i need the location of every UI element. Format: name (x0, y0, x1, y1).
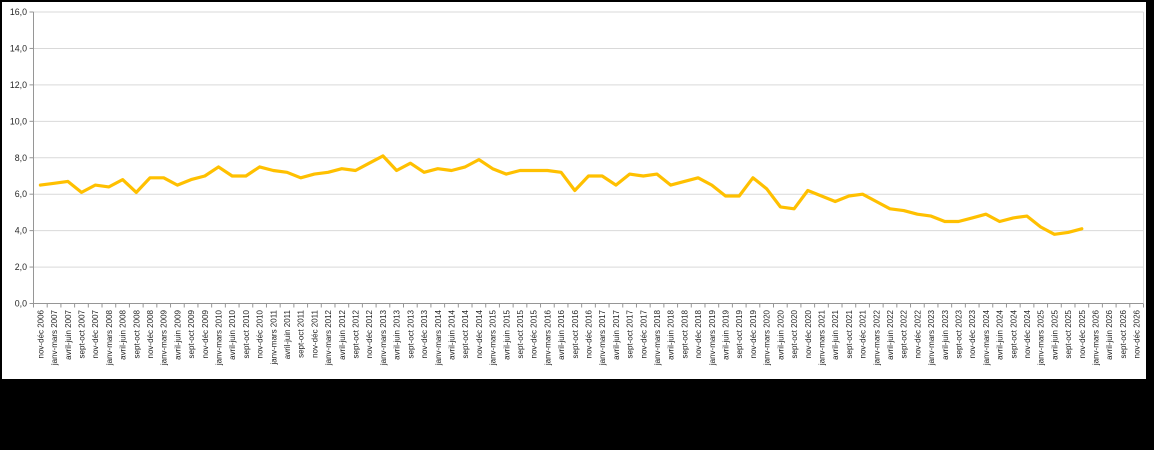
x-axis-label: janv-mars 2024 (982, 309, 991, 366)
x-axis-label: janv-mars 2007 (50, 309, 59, 366)
x-axis-label: janv-mars 2008 (105, 309, 114, 366)
x-axis-label: sept-oct 2011 (297, 309, 306, 357)
x-axis-label: sept-oct 2018 (680, 309, 689, 358)
x-axis-label: avril-juin 2019 (722, 309, 731, 359)
y-axis-label: 6,0 (15, 189, 27, 199)
x-axis-label: janv-mars 2023 (927, 309, 936, 366)
x-axis-label: sept-oct 2012 (352, 309, 361, 358)
x-axis-label: sept-oct 2019 (735, 309, 744, 358)
x-axis-label: avril-juin 2007 (64, 309, 73, 359)
x-axis-label: avril-juin 2024 (996, 309, 1005, 359)
chart-area: 0,0 2,0 4,0 6,0 8,0 10,0 12,0 14,0 16,0 nov-déc 2… (2, 2, 1146, 379)
x-axis-label: avril-juin 2022 (886, 309, 895, 359)
x-axis-label: avril-juin 2016 (557, 309, 566, 359)
x-axis-label: avril-juin 2012 (338, 309, 347, 359)
y-axis-label: 10,0 (10, 116, 27, 126)
x-axis-label: nov-déc 2021 (859, 309, 868, 358)
x-axis-label: janv-mars 2019 (708, 309, 717, 366)
x-axis-label: janv-mars 2009 (160, 309, 169, 366)
x-axis-label: nov-déc 2009 (201, 309, 210, 358)
x-axis-label: sept-oct 2007 (77, 309, 86, 358)
x-axis-label: janv-mars 2016 (543, 309, 552, 366)
x-axis-label: nov-déc 2017 (639, 309, 648, 358)
x-axis-label: janv-mars 2014 (434, 309, 443, 366)
x-axis-label: janv-mars 2015 (489, 309, 498, 366)
x-axis-label: janv-mars 2010 (215, 309, 224, 366)
x-axis-label: sept-oct 2021 (845, 309, 854, 358)
x-axis-label: sept-oct 2008 (132, 309, 141, 358)
x-axis-label: nov-déc 2012 (365, 309, 374, 358)
x-axis-label: janv-mars 2021 (817, 309, 826, 366)
x-axis-label: sept-oct 2023 (955, 309, 964, 358)
x-axis-label: avril-juin 2018 (667, 309, 676, 359)
x-axis-label: sept-oct 2022 (900, 309, 909, 358)
y-axis-label: 14,0 (10, 43, 27, 53)
x-axis-label: nov-déc 2006 (36, 309, 45, 358)
x-axis-label: sept-oct 2016 (571, 309, 580, 358)
x-axis-label: janv-mars 2012 (324, 309, 333, 366)
x-axis-label: avril-juin 2014 (447, 309, 456, 359)
x-axis-label: avril-juin 2008 (119, 309, 128, 359)
y-axis-label: 8,0 (15, 153, 27, 163)
x-axis-label: avril-juin 2009 (173, 309, 182, 359)
x-axis-label: nov-déc 2022 (913, 309, 922, 358)
x-axis-label: avril-juin 2015 (502, 309, 511, 359)
y-axis-label: 16,0 (10, 7, 27, 17)
x-axis-label: nov-déc 2020 (804, 309, 813, 358)
x-axis-label: nov-déc 2014 (475, 309, 484, 358)
x-axis-label: nov-déc 2019 (749, 309, 758, 358)
y-axis-label: 4,0 (15, 226, 27, 236)
x-axis-label: nov-déc 2013 (420, 309, 429, 358)
y-axis-label: 12,0 (10, 80, 27, 90)
x-axis-label: avril-juin 2021 (831, 309, 840, 359)
x-axis-label: janv-mars 2013 (379, 309, 388, 366)
x-axis-label: nov-déc 2023 (968, 309, 977, 358)
x-axis-label: janv-mars 2025 (1037, 309, 1046, 366)
x-axis-label: nov-déc 2025 (1078, 309, 1087, 358)
x-axis-label: janv-mars 2020 (763, 309, 772, 366)
x-axis-label: nov-déc 2018 (694, 309, 703, 358)
x-axis-label: janv-mars 2017 (598, 309, 607, 366)
x-axis-label: nov-déc 2024 (1023, 309, 1032, 358)
x-axis-label: avril-juin 2026 (1105, 309, 1114, 359)
chart-svg: 0,0 2,0 4,0 6,0 8,0 10,0 12,0 14,0 16,0 nov-déc 2… (10, 7, 1144, 366)
x-axis-label: sept-oct 2017 (626, 309, 635, 358)
x-axis-label: avril-juin 2025 (1050, 309, 1059, 359)
x-axis-label: nov-déc 2011 (310, 309, 319, 357)
x-axis-label: sept-oct 2009 (187, 309, 196, 358)
x-axis-label: avril-juin 2020 (776, 309, 785, 359)
x-axis-label: nov-déc 2026 (1133, 309, 1142, 358)
x-axis-label: janv-mars 2018 (653, 309, 662, 366)
x-axis-label: avril-juin 2010 (228, 309, 237, 359)
x-axis-label: janv-mars 2022 (872, 309, 881, 366)
x-axis-label: avril-juin 2011 (283, 309, 292, 359)
x-axis-label: avril-juin 2017 (612, 309, 621, 359)
y-axis-label: 2,0 (15, 262, 27, 272)
x-axis-label: nov-déc 2010 (256, 309, 265, 358)
x-axis-label: sept-oct 2020 (790, 309, 799, 358)
x-axis-label: janv-mars 2026 (1092, 309, 1101, 366)
x-axis-label: nov-déc 2015 (530, 309, 539, 358)
x-axis-label: avril-juin 2023 (941, 309, 950, 359)
x-axis-label: sept-oct 2026 (1119, 309, 1128, 358)
x-axis-label: nov-déc 2007 (91, 309, 100, 358)
data-line-series (38, 154, 1084, 236)
x-axis-label: sept-oct 2010 (242, 309, 251, 358)
x-axis-label: sept-oct 2015 (516, 309, 525, 358)
x-axis-label: sept-oct 2013 (406, 309, 415, 358)
y-axis-label: 0,0 (15, 299, 27, 309)
x-axis-label: sept-oct 2025 (1064, 309, 1073, 358)
x-axis-label: sept-oct 2024 (1009, 309, 1018, 358)
x-axis-label: avril-juin 2013 (393, 309, 402, 359)
x-axis-label: sept-oct 2014 (461, 309, 470, 358)
x-axis-label: nov-déc 2016 (585, 309, 594, 358)
x-axis-label: janv-mars 2011 (269, 309, 278, 365)
x-axis-label: nov-déc 2008 (146, 309, 155, 358)
